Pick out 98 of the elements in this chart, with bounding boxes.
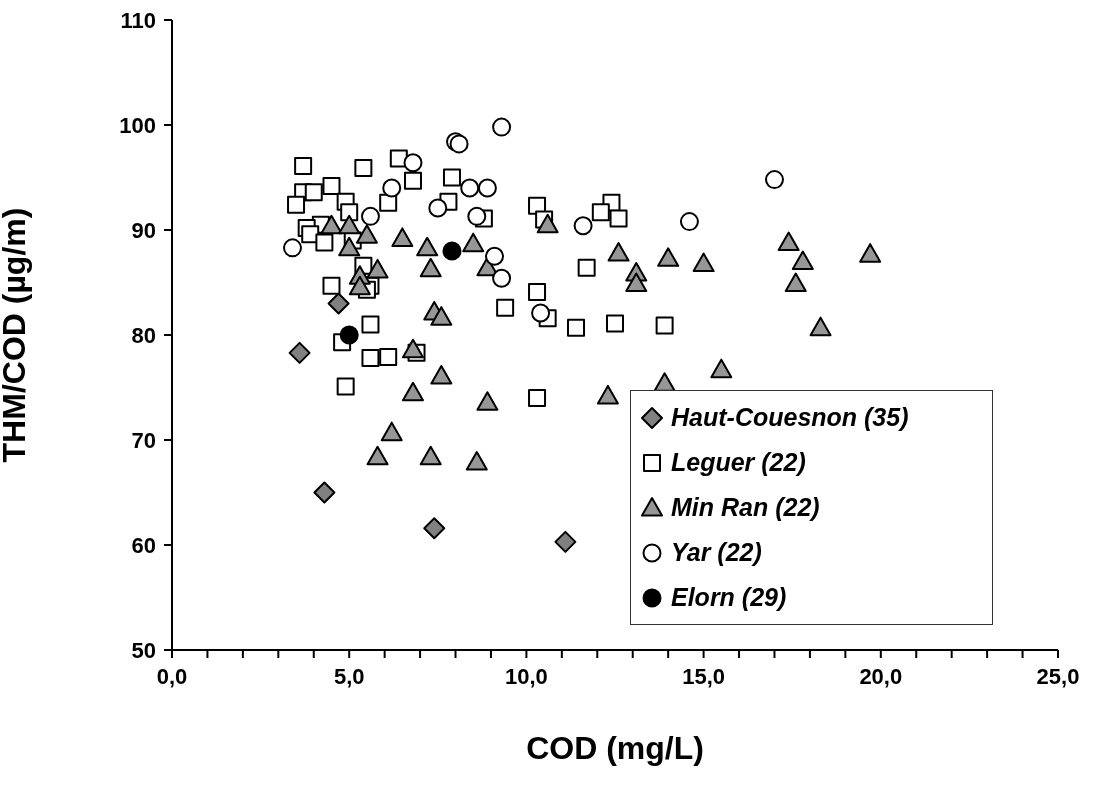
point: [528, 282, 547, 301]
point: [692, 252, 715, 273]
point: [492, 117, 512, 137]
point: [609, 209, 628, 228]
point: [554, 530, 577, 553]
point: [625, 272, 648, 293]
point: [710, 358, 733, 379]
point: [607, 242, 630, 262]
point: [428, 198, 448, 218]
point: [859, 243, 882, 263]
point: [355, 224, 378, 244]
point: [496, 298, 515, 317]
point: [320, 214, 343, 235]
point: [791, 250, 814, 270]
y-tick-label: 70: [131, 427, 156, 453]
legend-label: Leguer (22): [671, 448, 806, 477]
y-tick-label: 60: [131, 532, 156, 558]
point: [477, 178, 497, 198]
y-axis-title: THM/COD (µg/m): [0, 207, 33, 463]
point: [315, 233, 334, 252]
point: [401, 338, 424, 359]
legend-label: Haut-Couesnon (35): [671, 403, 909, 432]
point: [809, 316, 832, 337]
point: [467, 206, 487, 226]
point: [442, 241, 462, 261]
point: [313, 481, 336, 504]
point: [528, 389, 547, 407]
point: [476, 391, 499, 411]
point: [391, 227, 414, 247]
point: [419, 257, 442, 278]
point: [403, 171, 422, 190]
point: [336, 377, 355, 396]
point: [366, 258, 389, 279]
point: [460, 178, 480, 198]
point: [401, 381, 424, 402]
x-axis-title: COD (mg/L): [526, 730, 704, 766]
y-tick-label: 50: [131, 637, 156, 663]
point: [430, 306, 453, 326]
point: [536, 213, 559, 234]
point: [403, 153, 423, 173]
point: [465, 451, 488, 471]
point: [366, 445, 389, 466]
y-tick-label: 80: [131, 322, 156, 348]
point: [379, 348, 398, 367]
point: [591, 203, 610, 222]
point: [492, 268, 512, 288]
x-tick-label: 10,0: [504, 663, 548, 689]
point: [338, 214, 361, 235]
point: [596, 384, 619, 405]
point: [294, 156, 313, 175]
point: [287, 195, 306, 214]
point: [338, 236, 361, 257]
point: [442, 168, 461, 187]
point: [777, 231, 800, 252]
point: [657, 247, 680, 267]
point: [784, 272, 807, 293]
y-tick-label: 100: [119, 112, 156, 138]
point: [339, 325, 359, 345]
point: [283, 238, 302, 258]
point: [301, 225, 320, 244]
point: [416, 236, 439, 257]
point: [573, 216, 593, 236]
point: [322, 276, 341, 295]
point: [606, 314, 624, 333]
point: [361, 349, 380, 368]
point: [423, 517, 446, 540]
legend-label: Yar (22): [671, 538, 762, 567]
point: [380, 421, 403, 442]
point: [655, 316, 674, 335]
point: [382, 178, 402, 198]
point: [577, 258, 596, 277]
point: [567, 318, 586, 337]
point: [340, 203, 359, 222]
point: [430, 364, 453, 385]
legend-label: Min Ran (22): [671, 493, 820, 522]
point: [531, 303, 551, 323]
point: [322, 176, 341, 195]
point: [462, 232, 485, 253]
x-tick-label: 15,0: [682, 663, 726, 689]
x-tick-label: 20,0: [859, 663, 903, 689]
point: [679, 212, 699, 232]
point: [304, 183, 323, 202]
point: [764, 170, 784, 190]
point: [361, 315, 380, 334]
point: [360, 206, 380, 226]
x-tick-label: 0,0: [156, 663, 188, 689]
point: [327, 292, 350, 315]
point: [348, 275, 371, 296]
point: [288, 341, 311, 364]
point: [485, 246, 504, 266]
point: [354, 159, 373, 178]
x-tick-label: 25,0: [1036, 663, 1080, 689]
point: [419, 445, 442, 466]
y-tick-label: 90: [131, 217, 156, 243]
x-tick-label: 5,0: [333, 663, 365, 689]
point: [379, 193, 398, 212]
y-tick-label: 110: [120, 7, 156, 33]
legend-label: Elorn (29): [671, 583, 787, 612]
